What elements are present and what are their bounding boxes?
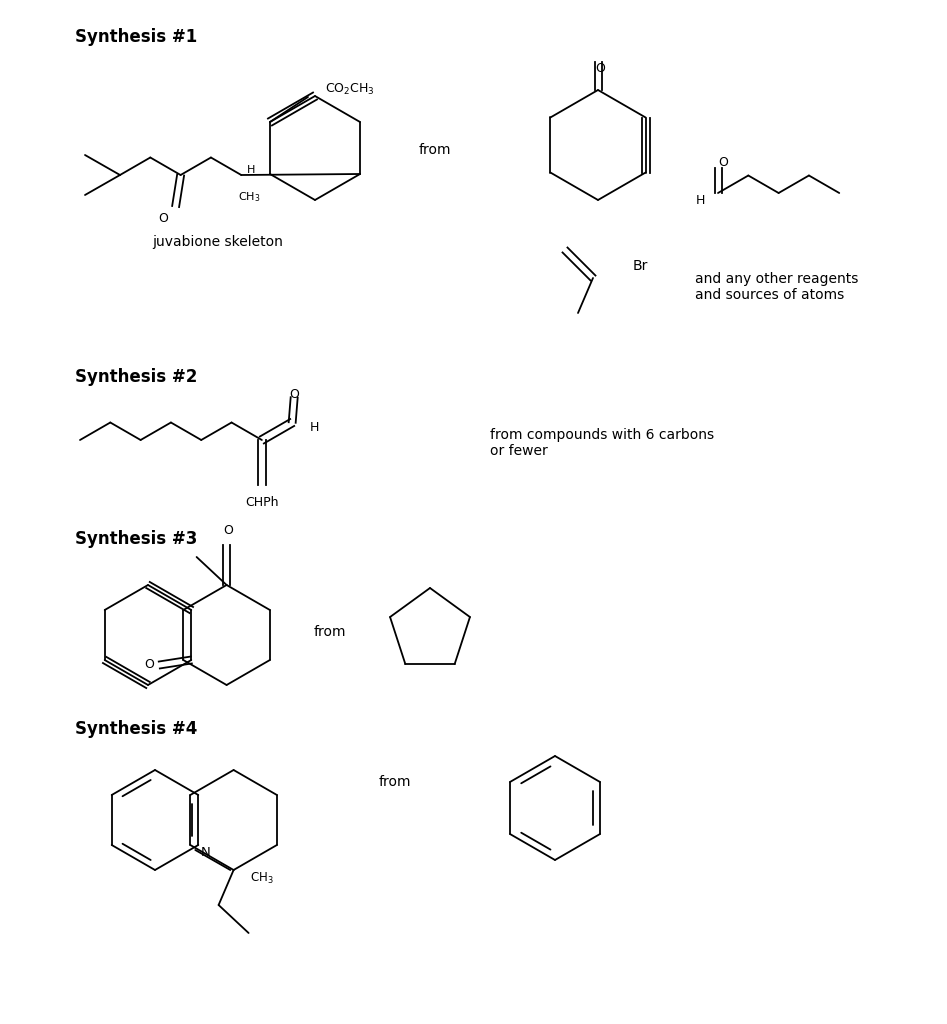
Text: juvabione skeleton: juvabione skeleton: [152, 234, 283, 249]
Text: from: from: [379, 775, 411, 790]
Text: CH$_3$: CH$_3$: [238, 190, 260, 204]
Text: O: O: [223, 524, 234, 538]
Text: CH$_3$: CH$_3$: [250, 870, 274, 886]
Text: O: O: [159, 212, 169, 225]
Text: O: O: [144, 658, 154, 672]
Text: O: O: [595, 61, 605, 75]
Text: Synthesis #4: Synthesis #4: [75, 720, 197, 738]
Text: Br: Br: [633, 259, 649, 273]
Text: from: from: [419, 143, 452, 157]
Text: Synthesis #1: Synthesis #1: [75, 28, 197, 46]
Text: O: O: [718, 157, 728, 170]
Text: from compounds with 6 carbons
or fewer: from compounds with 6 carbons or fewer: [490, 428, 714, 458]
Text: CHPh: CHPh: [245, 497, 278, 510]
Text: CO$_2$CH$_3$: CO$_2$CH$_3$: [325, 82, 375, 96]
Text: Synthesis #3: Synthesis #3: [75, 530, 197, 548]
Text: O: O: [289, 388, 299, 401]
Text: and any other reagents
and sources of atoms: and any other reagents and sources of at…: [695, 272, 858, 302]
Text: H: H: [247, 165, 256, 175]
Text: from: from: [313, 625, 347, 639]
Text: H: H: [696, 195, 706, 208]
Text: Synthesis #2: Synthesis #2: [75, 368, 197, 386]
Text: N: N: [201, 847, 210, 859]
Text: H: H: [311, 421, 319, 434]
